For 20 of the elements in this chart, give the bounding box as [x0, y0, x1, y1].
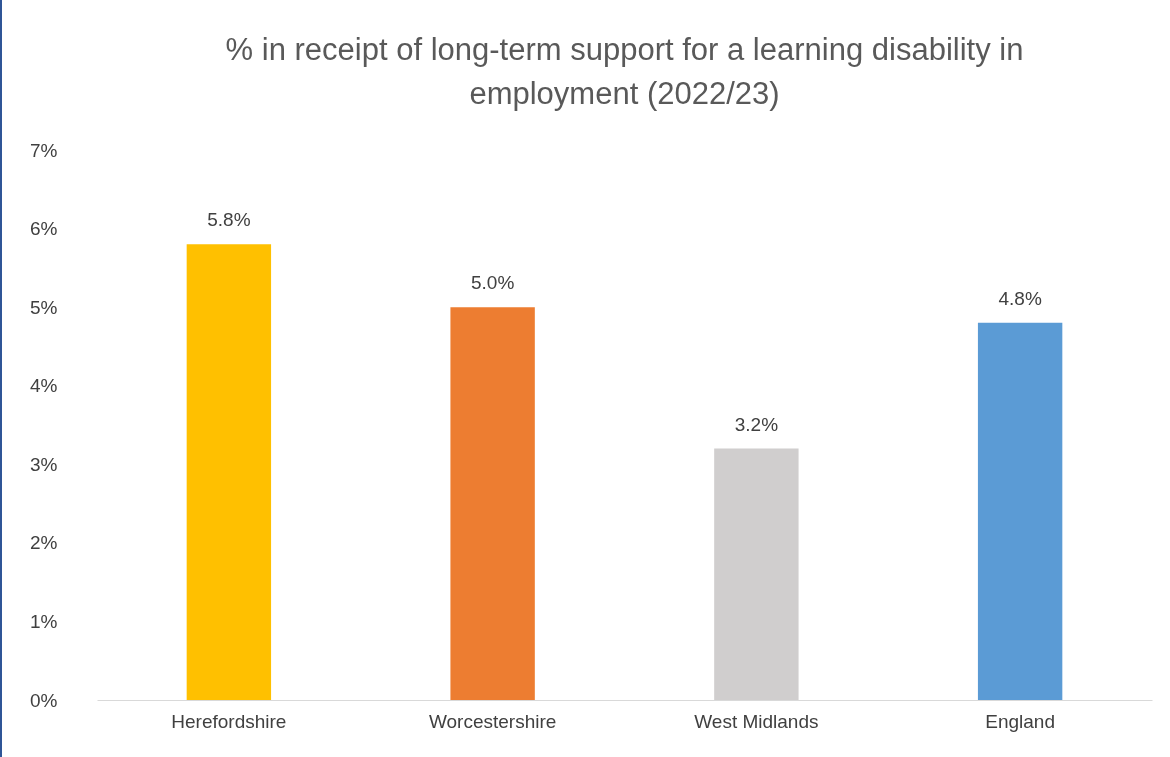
- bar: [977, 322, 1063, 700]
- y-tick-label: 6%: [30, 218, 58, 240]
- y-tick-label: 3%: [30, 453, 58, 475]
- y-tick-label: 2%: [30, 532, 58, 554]
- data-label: 4.8%: [998, 287, 1042, 309]
- y-tick-label: 7%: [30, 139, 58, 161]
- data-label: 3.2%: [734, 413, 779, 435]
- x-tick-label: England: [985, 710, 1055, 732]
- x-tick-label: Worcestershire: [428, 710, 557, 732]
- y-tick-label: 4%: [30, 375, 58, 397]
- bar: [186, 244, 272, 700]
- bar: [450, 307, 535, 700]
- x-tick-label: West Midlands: [694, 710, 819, 732]
- y-tick-label: 5%: [30, 296, 58, 318]
- data-label: 5.0%: [470, 272, 515, 294]
- y-tick-label: 1%: [30, 610, 58, 632]
- chart-title: % in receipt of long-term support for a learning disability in employment (2022/23): [225, 32, 1024, 111]
- y-tick-label: 0%: [30, 689, 58, 711]
- data-label: 5.8%: [207, 209, 251, 231]
- x-tick-label: Herefordshire: [171, 710, 287, 732]
